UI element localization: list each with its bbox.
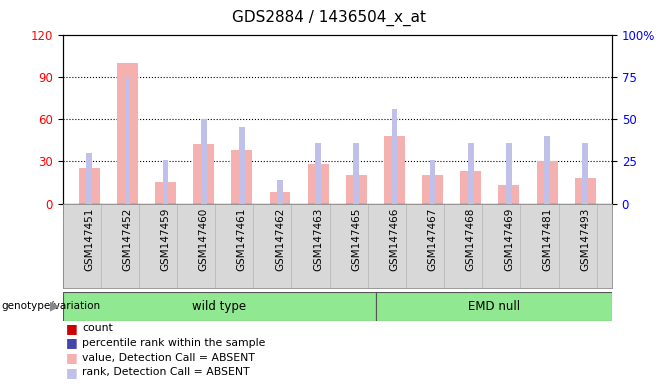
Bar	[353, 143, 359, 204]
Text: ■: ■	[66, 322, 78, 335]
Bar	[384, 136, 405, 204]
Bar	[498, 185, 519, 204]
Text: GSM147493: GSM147493	[580, 208, 590, 271]
Bar	[117, 63, 138, 204]
Text: GSM147461: GSM147461	[237, 208, 247, 271]
Bar	[277, 180, 283, 204]
Bar	[86, 153, 92, 204]
Bar	[315, 143, 321, 204]
Bar	[193, 144, 214, 204]
Text: GSM147462: GSM147462	[275, 208, 285, 271]
Text: EMD null: EMD null	[468, 300, 520, 313]
Bar	[308, 164, 328, 204]
Text: GSM147465: GSM147465	[351, 208, 361, 271]
Text: wild type: wild type	[192, 300, 247, 313]
Text: value, Detection Call = ABSENT: value, Detection Call = ABSENT	[82, 353, 255, 362]
Text: GSM147466: GSM147466	[390, 208, 399, 271]
Text: GSM147467: GSM147467	[428, 208, 438, 271]
Text: genotype/variation: genotype/variation	[1, 301, 101, 311]
Text: GSM147469: GSM147469	[504, 208, 514, 271]
Text: rank, Detection Call = ABSENT: rank, Detection Call = ABSENT	[82, 367, 250, 377]
FancyBboxPatch shape	[63, 292, 376, 321]
Text: ■: ■	[66, 366, 78, 379]
Text: GSM147481: GSM147481	[542, 208, 552, 271]
Bar	[461, 171, 481, 204]
Bar	[346, 175, 367, 204]
Bar	[574, 178, 595, 204]
Text: GSM147463: GSM147463	[313, 208, 323, 271]
Bar	[239, 127, 245, 204]
Text: ▶: ▶	[49, 300, 59, 313]
Bar	[270, 192, 290, 204]
FancyBboxPatch shape	[376, 292, 612, 321]
Bar	[430, 160, 436, 204]
Text: ■: ■	[66, 336, 78, 349]
Text: GSM147451: GSM147451	[84, 208, 94, 271]
Text: GSM147460: GSM147460	[199, 208, 209, 271]
Text: GSM147459: GSM147459	[161, 208, 170, 271]
Text: count: count	[82, 323, 113, 333]
Bar	[201, 119, 207, 204]
Bar	[163, 160, 168, 204]
Bar	[544, 136, 550, 204]
Bar	[422, 175, 443, 204]
Bar	[124, 78, 130, 204]
Bar	[232, 150, 252, 204]
Bar	[392, 109, 397, 204]
Bar	[79, 168, 100, 204]
Bar	[155, 182, 176, 204]
Bar	[536, 161, 557, 204]
Text: GSM147452: GSM147452	[122, 208, 132, 271]
Bar	[582, 143, 588, 204]
Text: percentile rank within the sample: percentile rank within the sample	[82, 338, 266, 348]
Bar	[506, 143, 512, 204]
Text: ■: ■	[66, 351, 78, 364]
Text: GDS2884 / 1436504_x_at: GDS2884 / 1436504_x_at	[232, 10, 426, 26]
Text: GSM147468: GSM147468	[466, 208, 476, 271]
Bar	[468, 143, 474, 204]
